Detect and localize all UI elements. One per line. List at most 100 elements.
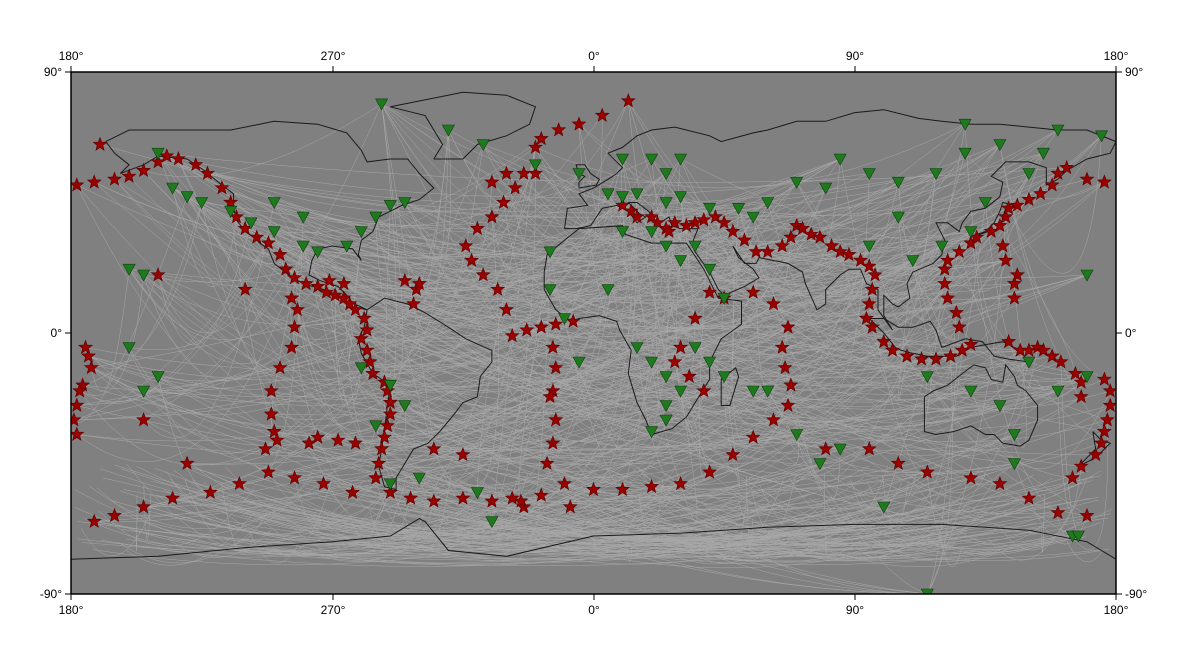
earthquake-event-star (760, 243, 776, 259)
earthquake-event-star (237, 281, 253, 296)
earthquake-event-star (884, 342, 900, 357)
earthquake-event-star (687, 214, 703, 230)
ray-path (912, 480, 1060, 545)
top-tick-label: 270° (321, 49, 346, 63)
earthquake-event-star (864, 319, 880, 334)
ray-path (76, 245, 304, 462)
earthquake-event-star (272, 359, 288, 375)
ray-path (950, 202, 986, 366)
earthquake-event-star (745, 284, 761, 299)
bottom-tick-label: 180° (59, 603, 84, 617)
ray-path (390, 356, 908, 464)
ray-path (268, 472, 391, 522)
earthquake-event-star (867, 267, 883, 282)
earthquake-event-star (345, 484, 361, 499)
earthquake-event-star (783, 229, 799, 244)
earthquake-event-star (136, 412, 152, 427)
ray-path (491, 152, 1044, 259)
ray-path (98, 487, 255, 547)
earthquake-event-star (1093, 435, 1109, 450)
ray-path (384, 269, 710, 438)
earthquake-event-star (951, 243, 967, 259)
earthquake-event-star (963, 470, 979, 485)
seismic-station-triangle (659, 197, 673, 210)
earthquake-event-star (995, 238, 1011, 253)
seismic-station-triangle (630, 342, 644, 355)
ray-path (206, 471, 654, 539)
ray-path (207, 173, 841, 450)
ray-path (551, 477, 864, 541)
seismic-station-triangle (813, 458, 827, 471)
seismic-station-triangle (674, 385, 688, 398)
ray-path (244, 500, 958, 543)
ray-path (767, 480, 941, 541)
earthquake-event-star (1096, 371, 1112, 386)
seismic-station-triangle (1007, 429, 1021, 442)
ray-path (715, 522, 857, 558)
earthquake-event-star (150, 267, 166, 282)
ray-path (390, 205, 1053, 369)
earthquake-event-star (1021, 490, 1037, 505)
ray-path (557, 545, 885, 569)
ray-path (1055, 512, 1104, 563)
ray-path (855, 496, 1001, 544)
earthquake-event-star (287, 319, 303, 334)
ray-path (586, 475, 753, 531)
earthquake-event-star (794, 220, 811, 235)
ray-path (622, 245, 667, 490)
ray-path (506, 173, 652, 432)
ray-path (136, 494, 138, 552)
ray-path (667, 534, 909, 563)
earthquake-event-star (342, 296, 358, 311)
earthquake-event-star (469, 220, 485, 235)
ray-path (923, 269, 945, 428)
ray-path (941, 245, 1102, 444)
ray-path (607, 193, 783, 369)
ray-path (628, 100, 696, 260)
seismic-station-triangle (340, 240, 354, 253)
ray-path (361, 231, 774, 344)
ray-path (271, 274, 1088, 416)
ray-path (419, 477, 565, 512)
ray-path (555, 153, 966, 369)
earthquake-event-star (504, 490, 520, 505)
seismic-station-triangle (1080, 371, 1094, 384)
earthquake-event-star (179, 455, 195, 470)
earthquake-event-star (263, 406, 279, 421)
earthquake-event-star (551, 122, 567, 137)
ray-path (546, 269, 710, 467)
earthquake-event-star (629, 209, 645, 224)
earthquake-event-star (841, 246, 857, 262)
earthquake-event-star (359, 322, 375, 337)
earthquake-event-star (289, 301, 305, 317)
earthquake-event-star (356, 310, 372, 325)
seismic-station-triangle (958, 118, 972, 131)
seismic-station-triangle (688, 342, 702, 355)
earthquake-event-star (507, 180, 523, 195)
earthquake-event-star (406, 296, 422, 311)
ray-path (273, 202, 554, 374)
earthquake-event-star (998, 209, 1014, 224)
ray-path (404, 202, 783, 271)
earthquake-event-star (426, 441, 442, 456)
seismic-station-triangle (1094, 130, 1109, 143)
earthquake-event-star (548, 316, 564, 331)
ray-path (621, 158, 658, 241)
ray-path (274, 202, 977, 265)
ray-path (233, 518, 988, 561)
ray-path (82, 202, 202, 386)
ray-path (631, 152, 1044, 218)
earthquake-event-star (1001, 333, 1017, 349)
earthquake-event-star (963, 336, 979, 351)
earthquake-event-star (353, 330, 369, 346)
ray-path (840, 442, 1102, 474)
ray-path (576, 509, 639, 551)
ray-path (511, 335, 725, 441)
ray-path (850, 474, 917, 531)
ray-path (329, 158, 841, 282)
ray-path (326, 292, 1000, 444)
ray-path (535, 147, 841, 450)
seismic-station-triangle (615, 226, 630, 239)
earthquake-event-star (371, 455, 387, 470)
ray-path (405, 482, 592, 545)
